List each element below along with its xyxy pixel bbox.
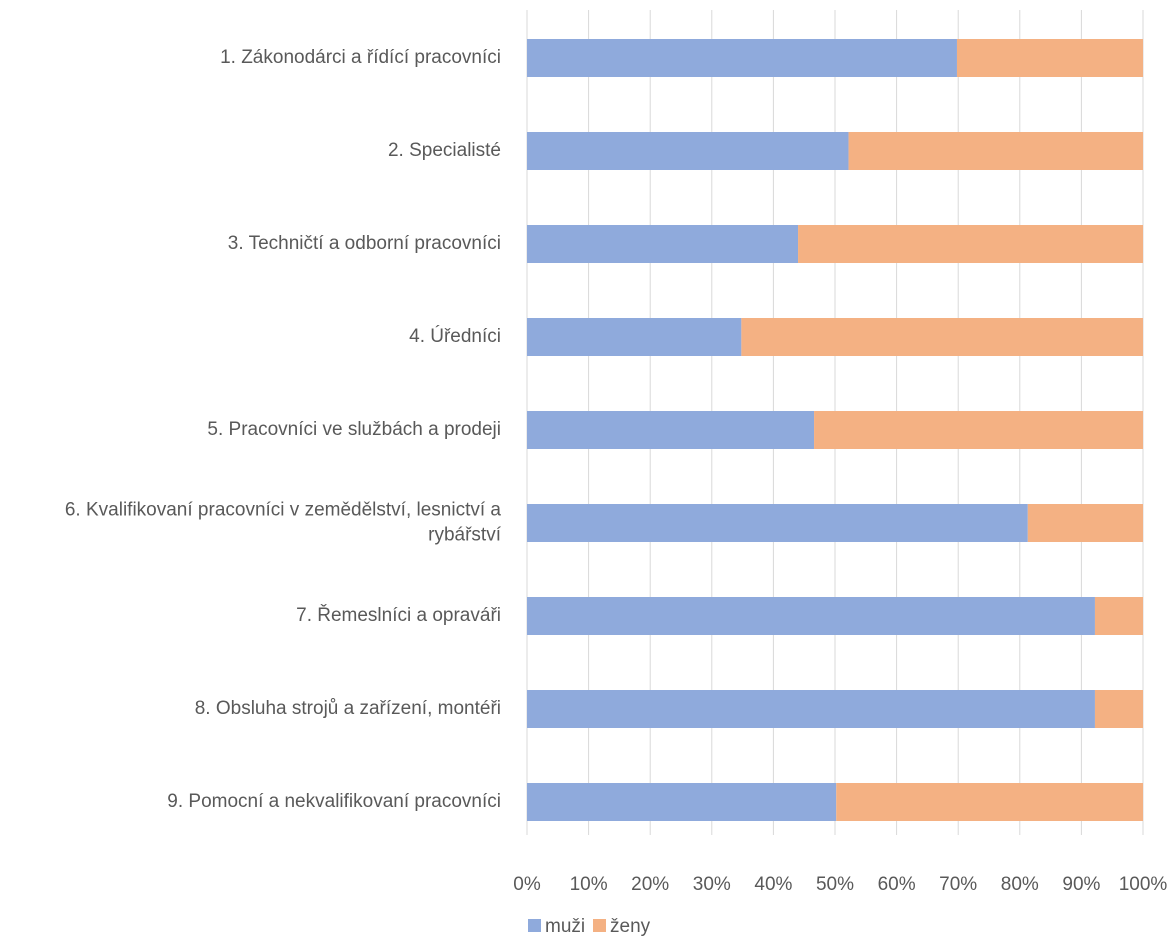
bar-zeny [1094,597,1143,635]
bar-zeny [1027,504,1143,542]
bars [527,39,1143,821]
x-tick-label: 30% [693,874,731,895]
bar-muzi [527,783,837,821]
x-tick-label: 100% [1119,874,1168,895]
category-label: 8. Obsluha strojů a zařízení, montéři [195,698,501,719]
bar-muzi [527,39,957,77]
bar-muzi [527,597,1095,635]
bar-muzi [527,225,799,263]
x-tick-label: 80% [1001,874,1039,895]
bar-muzi [527,411,815,449]
legend-swatch-zeny [593,919,606,932]
category-label: 9. Pomocní a nekvalifikovaní pracovníci [167,791,501,812]
x-tick-label: 0% [513,874,541,895]
bar-zeny [798,225,1143,263]
category-label: 2. Specialisté [388,140,501,161]
x-tick-label: 90% [1062,874,1100,895]
legend: muži ženy [528,916,651,937]
x-tick-label: 20% [631,874,669,895]
x-tick-label: 40% [754,874,792,895]
legend-label-zeny: ženy [610,916,651,937]
x-tick-label: 10% [570,874,608,895]
category-label: 7. Řemeslníci a opraváři [296,604,501,626]
legend-label-muzi: muži [545,916,585,937]
x-tick-label: 50% [816,874,854,895]
bar-zeny [741,318,1143,356]
legend-swatch-muzi [528,919,541,932]
category-label: 4. Úředníci [409,325,501,347]
category-label: 6. Kvalifikovaní pracovníci v zemědělstv… [65,500,502,546]
bar-muzi [527,318,742,356]
bar-zeny [956,39,1143,77]
bar-muzi [527,132,849,170]
bar-muzi [527,504,1028,542]
category-label: 1. Zákonodárci a řídící pracovníci [220,47,501,68]
bar-zeny [836,783,1143,821]
bar-muzi [527,690,1095,728]
bar-zeny [1094,690,1143,728]
x-tick-label: 60% [878,874,916,895]
bar-zeny [814,411,1143,449]
x-tick-labels: 0% 10% 20% 30% 40% 50% 60% 70% 80% 90% 100% [513,874,1167,895]
category-labels: 1. Zákonodárci a řídící pracovníci 2. Spe… [65,47,502,812]
category-label: 5. Pracovníci ve službách a prodeji [207,419,501,440]
category-label: 3. Techničtí a odborní pracovníci [228,233,501,254]
bar-zeny [848,132,1143,170]
x-tick-label: 70% [939,874,977,895]
